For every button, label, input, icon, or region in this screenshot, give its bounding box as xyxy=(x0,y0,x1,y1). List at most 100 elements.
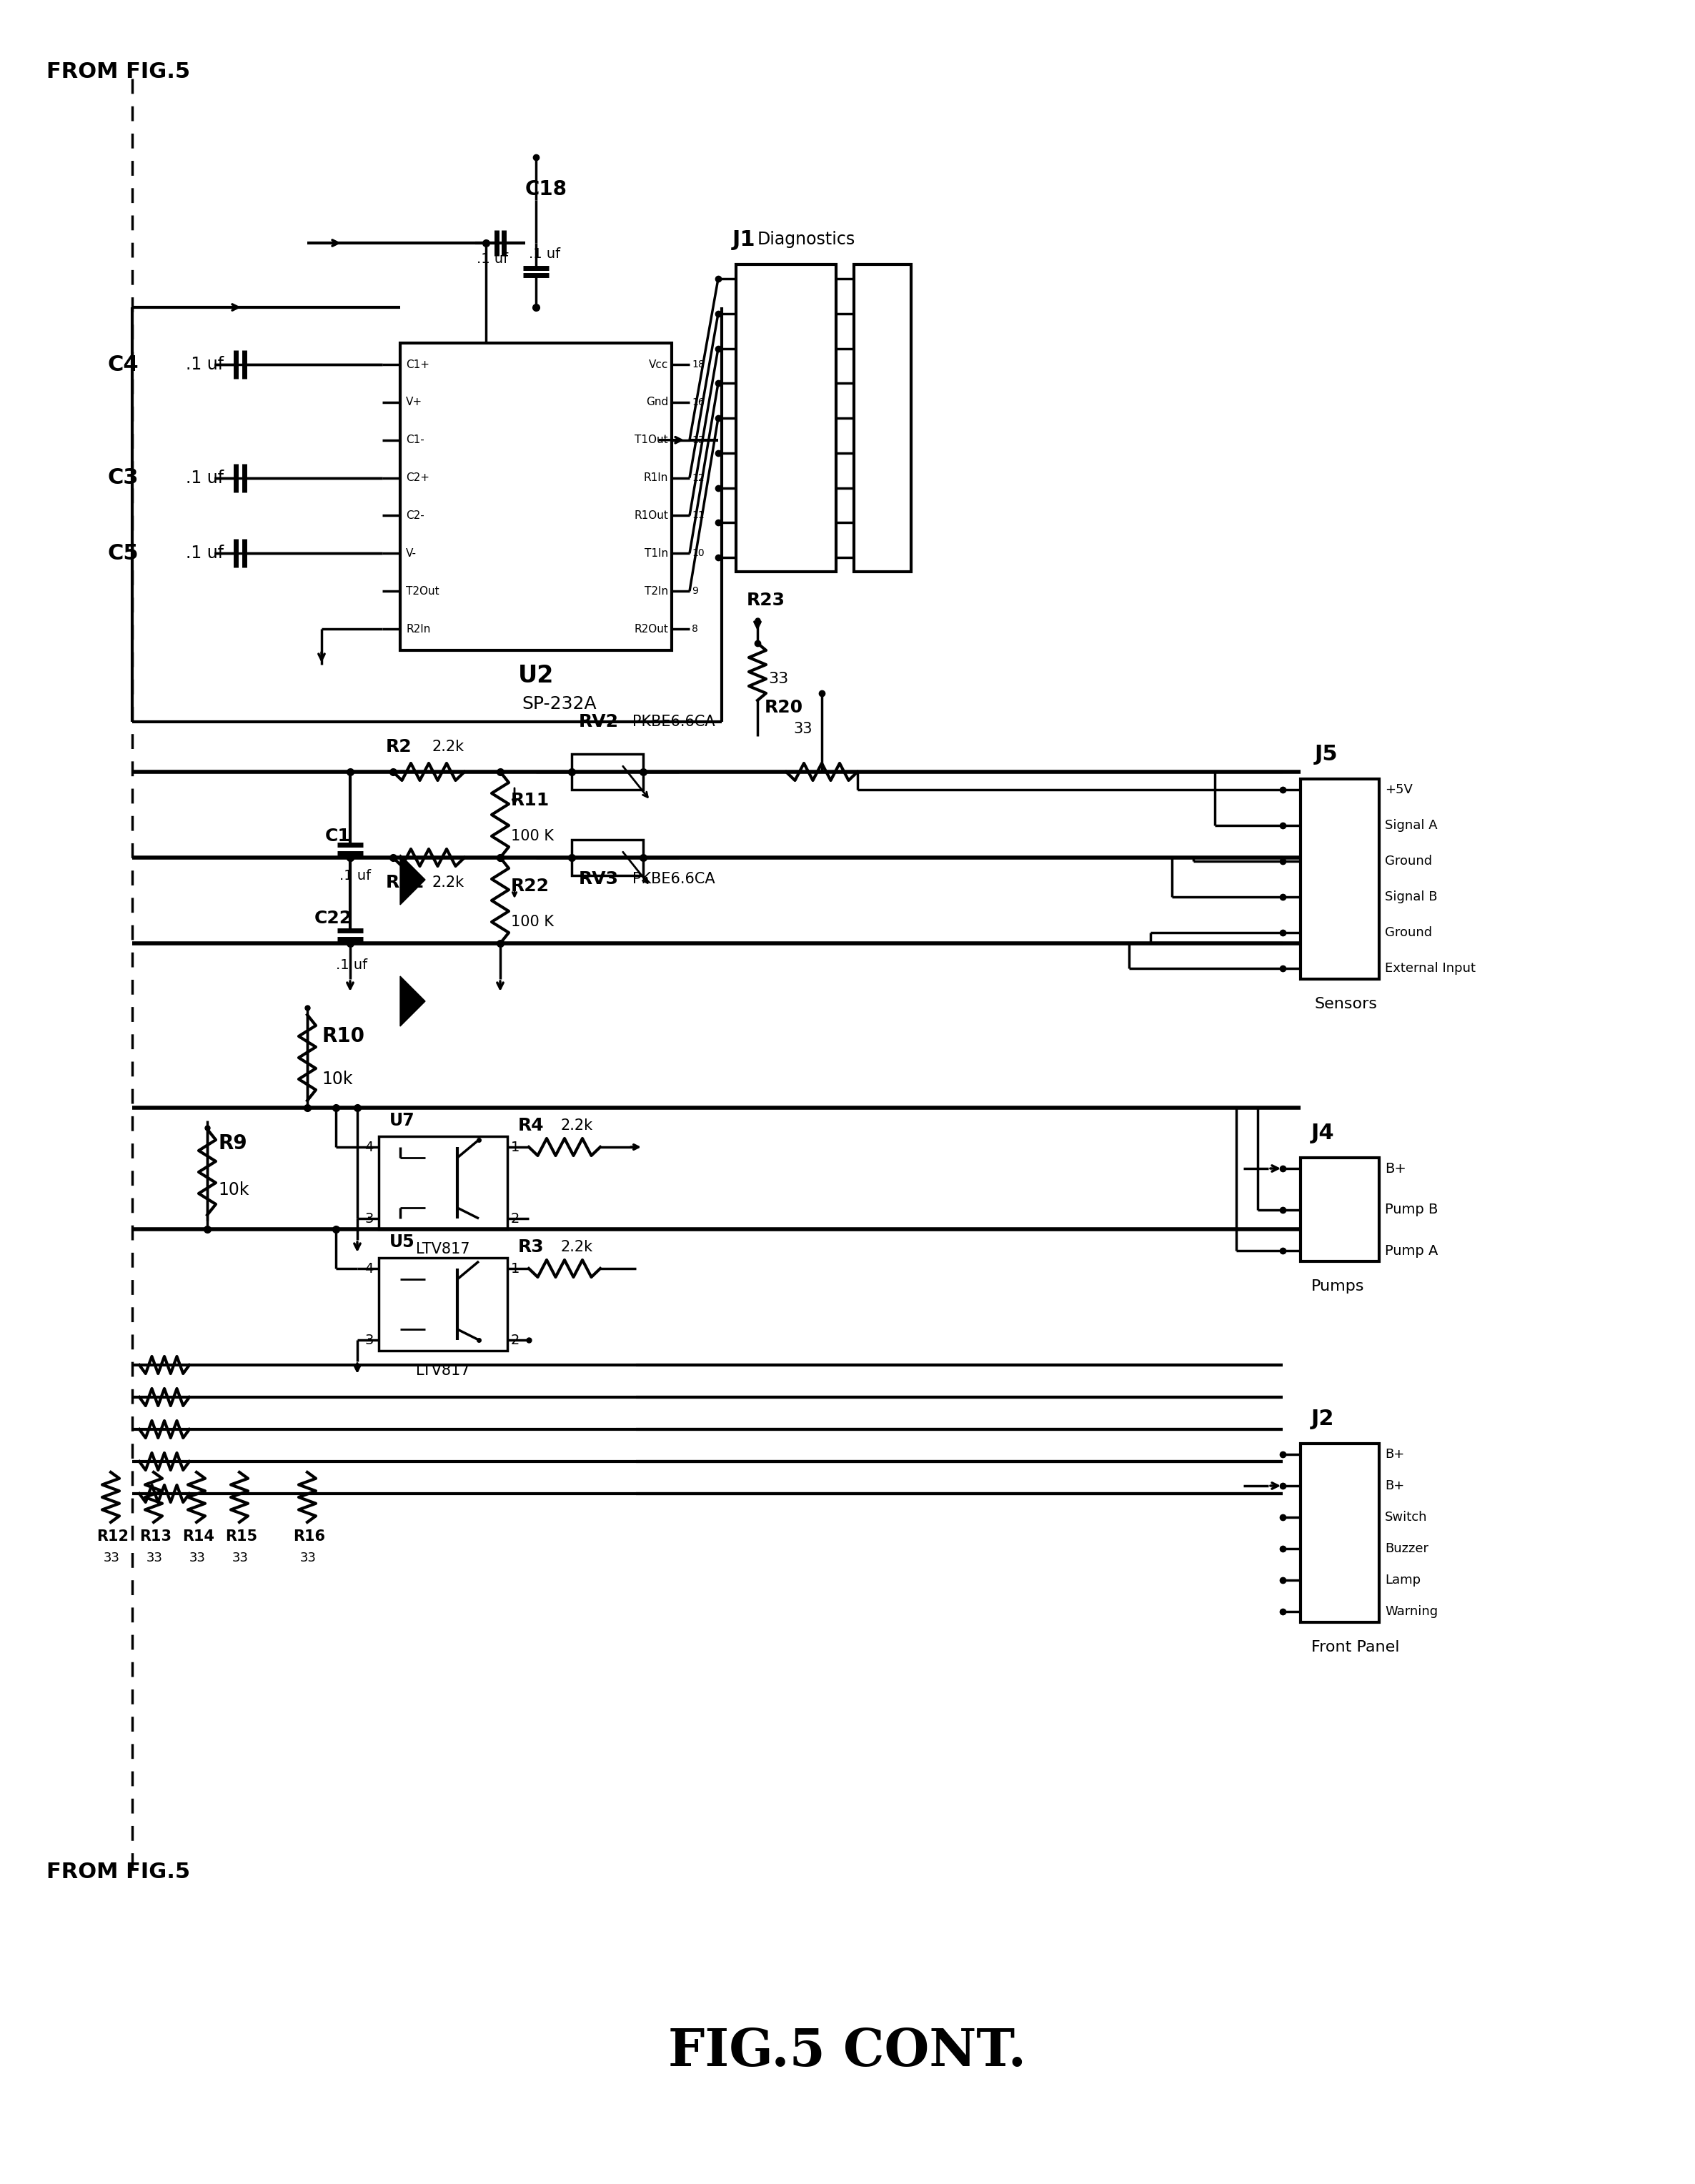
Text: R2In: R2In xyxy=(405,625,431,633)
Text: R2: R2 xyxy=(386,738,412,756)
Text: FROM FIG.5: FROM FIG.5 xyxy=(46,1863,190,1883)
Text: J4: J4 xyxy=(1312,1123,1334,1142)
Text: 33: 33 xyxy=(103,1551,120,1564)
Polygon shape xyxy=(400,854,425,904)
Text: 33: 33 xyxy=(300,1551,317,1564)
Text: U7: U7 xyxy=(390,1112,415,1129)
Text: R4: R4 xyxy=(519,1116,544,1133)
Text: 2.2k: 2.2k xyxy=(561,1241,593,1254)
Bar xyxy=(400,343,671,651)
Text: 4: 4 xyxy=(364,1140,373,1153)
Text: FROM FIG.5: FROM FIG.5 xyxy=(46,61,190,81)
Text: C4: C4 xyxy=(107,354,139,376)
Text: 13: 13 xyxy=(692,435,705,446)
Text: RV2: RV2 xyxy=(578,714,619,729)
Text: .1 uf: .1 uf xyxy=(339,869,371,882)
Text: T2In: T2In xyxy=(644,585,668,596)
Text: +5V: +5V xyxy=(1385,784,1412,797)
Text: R13: R13 xyxy=(139,1529,171,1544)
Text: SP-232A: SP-232A xyxy=(522,695,597,712)
Text: LTV817: LTV817 xyxy=(415,1363,470,1378)
Text: B+: B+ xyxy=(1385,1162,1407,1175)
Text: Pump B: Pump B xyxy=(1385,1203,1437,1216)
Text: 9: 9 xyxy=(692,585,698,596)
Text: J5: J5 xyxy=(1315,743,1337,764)
Text: 33: 33 xyxy=(793,721,812,736)
Text: 12: 12 xyxy=(692,472,705,483)
Text: Pumps: Pumps xyxy=(1312,1280,1364,1293)
Bar xyxy=(854,264,912,572)
Text: PKBE6.6CA: PKBE6.6CA xyxy=(632,714,715,729)
Text: 100 K: 100 K xyxy=(510,915,554,928)
Text: Ground: Ground xyxy=(1385,854,1432,867)
Text: .1 uf: .1 uf xyxy=(186,544,224,561)
Bar xyxy=(571,839,642,876)
Bar xyxy=(378,1258,507,1350)
Polygon shape xyxy=(400,976,425,1026)
Text: Gnd: Gnd xyxy=(646,397,668,408)
Text: Lamp: Lamp xyxy=(1385,1575,1420,1586)
Bar xyxy=(378,1136,507,1230)
Text: Sensors: Sensors xyxy=(1315,996,1378,1011)
Text: R21: R21 xyxy=(386,874,424,891)
Text: External Input: External Input xyxy=(1385,961,1476,974)
Text: 8: 8 xyxy=(692,625,698,633)
Bar xyxy=(1300,1444,1380,1623)
Text: Signal A: Signal A xyxy=(1385,819,1437,832)
Text: C1+: C1+ xyxy=(405,358,429,369)
Text: 3: 3 xyxy=(364,1212,373,1225)
Text: Pump A: Pump A xyxy=(1385,1245,1437,1258)
Text: C18: C18 xyxy=(525,179,568,199)
Text: R12: R12 xyxy=(97,1529,129,1544)
Text: C1-: C1- xyxy=(405,435,424,446)
Text: .1 uf: .1 uf xyxy=(529,247,561,260)
Text: J2: J2 xyxy=(1312,1409,1334,1428)
Bar xyxy=(1300,780,1380,978)
Text: U5: U5 xyxy=(390,1234,415,1251)
Text: C1: C1 xyxy=(325,828,351,845)
Text: 3: 3 xyxy=(364,1332,373,1348)
Text: LTV817: LTV817 xyxy=(415,1243,470,1256)
Text: .1 uf: .1 uf xyxy=(336,959,368,972)
Text: Buzzer: Buzzer xyxy=(1385,1542,1429,1555)
Text: .1 uf: .1 uf xyxy=(476,251,508,266)
Text: B+: B+ xyxy=(1385,1479,1405,1492)
Text: Front Panel: Front Panel xyxy=(1312,1640,1400,1655)
Text: 16: 16 xyxy=(692,397,705,406)
Text: U2: U2 xyxy=(519,664,554,688)
Text: Warning: Warning xyxy=(1385,1605,1437,1618)
Text: 10k: 10k xyxy=(219,1182,249,1199)
Text: .1 uf: .1 uf xyxy=(186,356,224,373)
Text: FIG.5 CONT.: FIG.5 CONT. xyxy=(668,2027,1027,2077)
Text: V-: V- xyxy=(405,548,417,559)
Text: 33: 33 xyxy=(768,673,788,686)
Text: 2.2k: 2.2k xyxy=(432,876,464,889)
Text: R10: R10 xyxy=(322,1026,364,1046)
Text: C2-: C2- xyxy=(405,511,424,522)
Text: RV3: RV3 xyxy=(578,871,619,887)
Text: .1 uf: .1 uf xyxy=(186,470,224,487)
Text: R16: R16 xyxy=(293,1529,325,1544)
Text: Switch: Switch xyxy=(1385,1511,1427,1524)
Text: 2.2k: 2.2k xyxy=(561,1118,593,1133)
Text: C22: C22 xyxy=(314,911,353,926)
Text: Vcc: Vcc xyxy=(649,358,668,369)
Text: 1: 1 xyxy=(510,1140,520,1153)
Text: R23: R23 xyxy=(747,592,785,609)
Text: 2: 2 xyxy=(510,1212,520,1225)
Text: R9: R9 xyxy=(219,1133,247,1153)
Text: J1: J1 xyxy=(732,229,756,249)
Bar xyxy=(1300,1158,1380,1262)
Text: R22: R22 xyxy=(510,878,549,895)
Text: R15: R15 xyxy=(225,1529,258,1544)
Text: T1Out: T1Out xyxy=(636,435,668,446)
Text: T2Out: T2Out xyxy=(405,585,439,596)
Text: R2Out: R2Out xyxy=(634,625,668,633)
Text: V+: V+ xyxy=(405,397,422,408)
Text: C2+: C2+ xyxy=(405,472,429,483)
Text: 33: 33 xyxy=(190,1551,205,1564)
Text: R14: R14 xyxy=(183,1529,214,1544)
Text: 4: 4 xyxy=(364,1262,373,1275)
Text: R3: R3 xyxy=(519,1238,544,1256)
Text: 18: 18 xyxy=(692,360,705,369)
